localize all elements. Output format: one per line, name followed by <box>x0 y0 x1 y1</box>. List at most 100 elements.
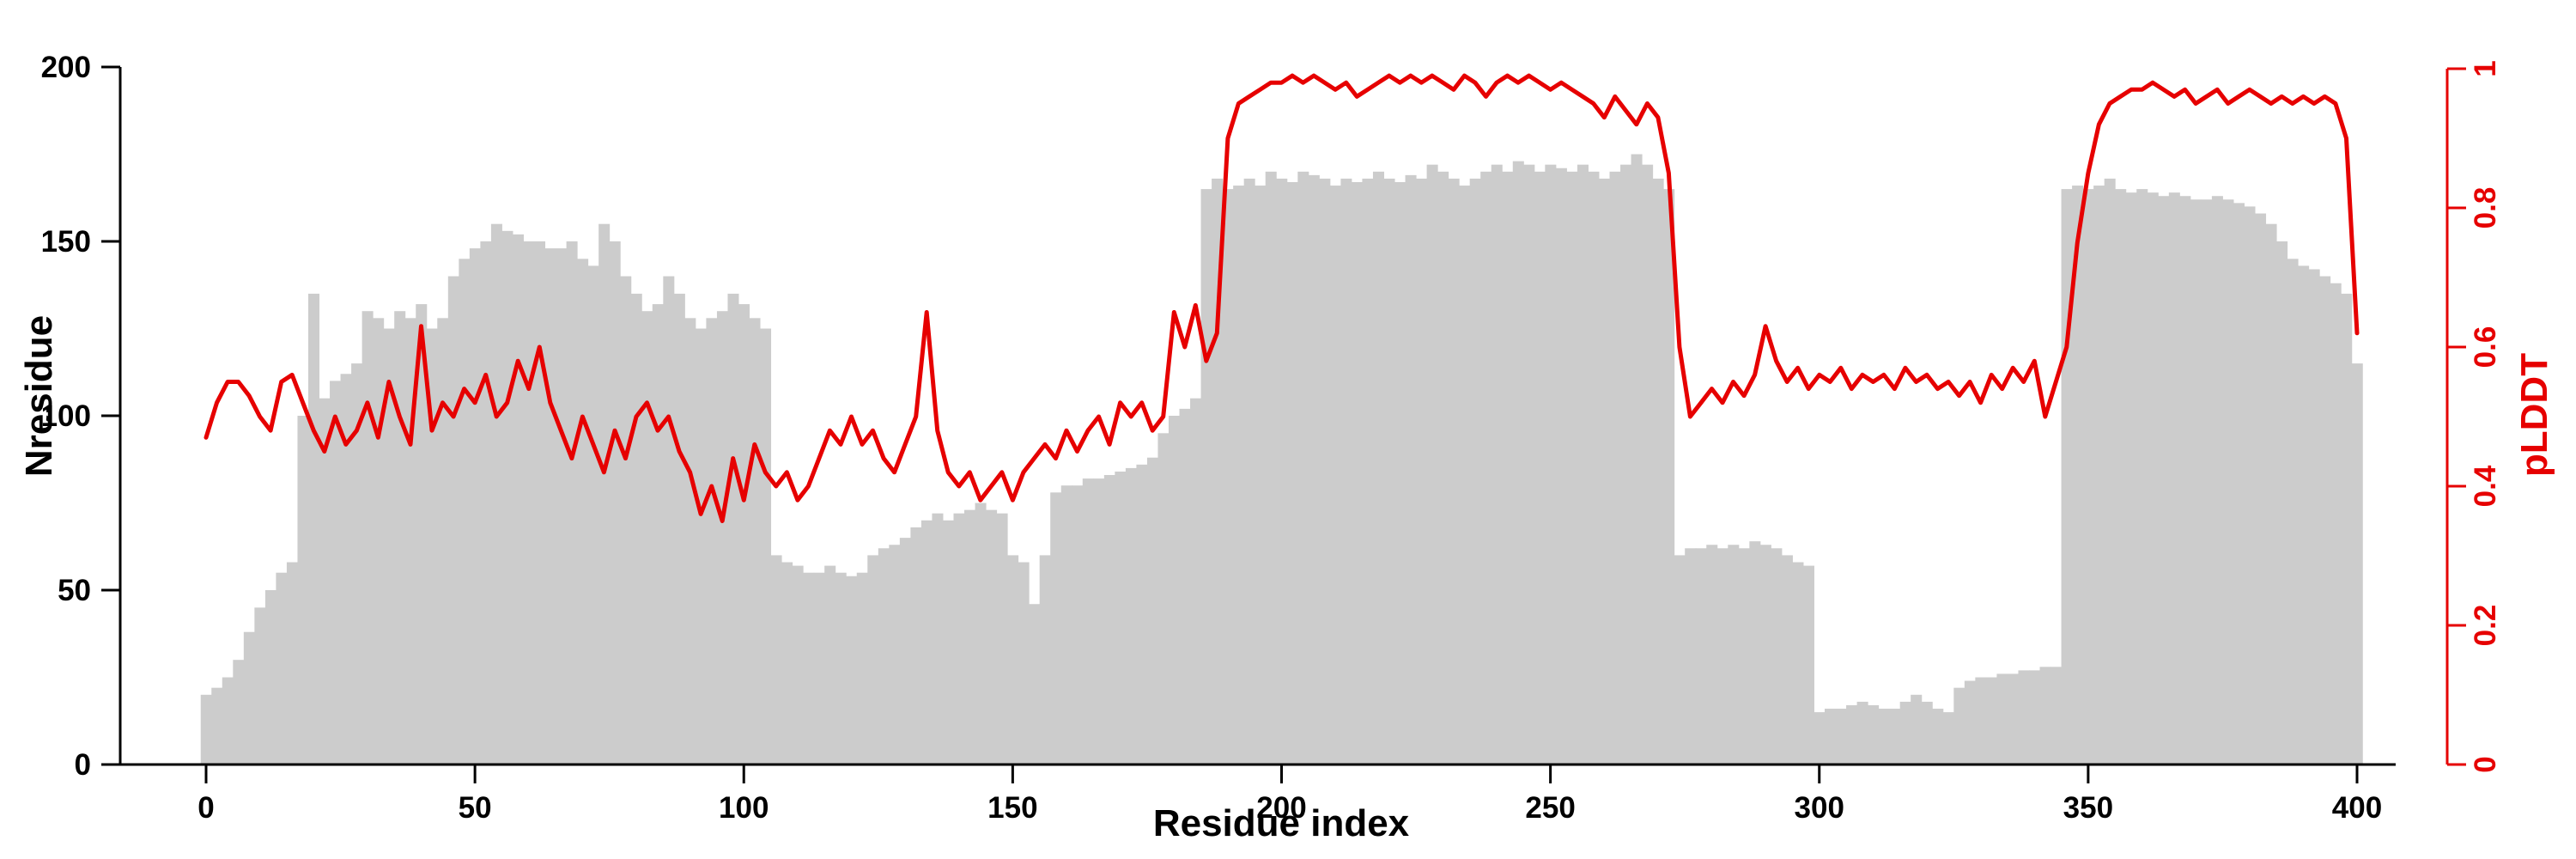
bar <box>1545 164 1557 765</box>
bar <box>1620 164 1632 765</box>
bar <box>534 241 546 765</box>
bar <box>1759 545 1771 765</box>
bar <box>1942 712 1954 765</box>
bar <box>2072 186 2084 765</box>
bar <box>1362 178 1374 765</box>
bar <box>469 248 481 765</box>
bar <box>867 555 879 765</box>
bar <box>2201 199 2213 765</box>
bar <box>490 223 502 765</box>
bar <box>1975 677 1987 765</box>
bar <box>2330 283 2342 765</box>
bar <box>1007 555 1019 765</box>
bar <box>1039 555 1051 765</box>
bar <box>416 304 428 765</box>
bar <box>447 276 459 765</box>
bar <box>878 548 890 765</box>
left-tick-label: 100 <box>41 399 91 433</box>
bar <box>2190 199 2202 765</box>
bar <box>1846 704 1858 765</box>
bar <box>307 293 320 765</box>
bar <box>2050 667 2063 765</box>
bar <box>1792 562 1804 765</box>
bar <box>1512 161 1524 765</box>
bar <box>1351 181 1363 765</box>
bar <box>1932 709 1944 765</box>
bar <box>2319 276 2331 765</box>
bar <box>1168 416 1181 765</box>
bar <box>1480 171 1492 765</box>
bar <box>1502 171 1514 765</box>
bar <box>233 660 245 765</box>
bar <box>1985 677 1997 765</box>
bar <box>1749 541 1761 765</box>
bar <box>2018 670 2030 765</box>
nresidue-bar-series <box>200 154 2363 765</box>
bar <box>1588 171 1600 765</box>
bar <box>2287 259 2299 765</box>
bar <box>1372 171 1384 765</box>
bar <box>1566 171 1578 765</box>
x-axis-title: Residue index <box>1152 802 1410 844</box>
bar <box>243 631 255 765</box>
bar <box>1534 171 1546 765</box>
bar <box>846 576 858 765</box>
bar <box>2136 189 2148 765</box>
x-tick-label: 400 <box>2332 791 2382 825</box>
bar <box>641 311 653 765</box>
bar <box>1103 475 1115 765</box>
bar <box>297 416 309 765</box>
bar <box>2039 667 2051 765</box>
right-tick-label: 0.6 <box>2469 326 2502 369</box>
bar <box>426 328 438 765</box>
bar <box>920 520 933 765</box>
bar <box>544 248 556 765</box>
bar <box>1716 548 1728 765</box>
bar <box>727 293 739 765</box>
bar <box>1437 171 1449 765</box>
bar <box>1029 604 1041 765</box>
bar <box>1953 687 1965 765</box>
x-tick-label: 0 <box>197 791 214 825</box>
bar <box>932 513 944 765</box>
bar <box>1663 189 1675 765</box>
bar <box>996 513 1008 765</box>
bar <box>1018 562 1030 765</box>
bar <box>1146 457 1158 765</box>
bar <box>437 318 449 765</box>
bar <box>1093 478 1105 765</box>
bar <box>1523 164 1535 765</box>
bar <box>211 687 223 765</box>
bar <box>835 572 847 765</box>
left-tick-label: 200 <box>41 51 91 84</box>
bar <box>1781 555 1793 765</box>
bar <box>1835 709 1847 765</box>
bar <box>480 241 492 765</box>
bar <box>1212 178 1224 765</box>
x-tick-label: 200 <box>1256 791 1306 825</box>
bar <box>2244 206 2256 765</box>
bar <box>1125 467 1137 765</box>
bar <box>1050 492 1062 765</box>
bar <box>2255 213 2267 765</box>
bar <box>910 527 922 765</box>
bar <box>652 304 664 765</box>
bar <box>803 572 815 765</box>
bar <box>1308 174 1320 765</box>
bar <box>222 677 234 765</box>
right-tick-label: 0.2 <box>2469 605 2502 647</box>
bar <box>2351 363 2363 765</box>
bar <box>1233 186 1245 765</box>
bar <box>587 265 599 765</box>
bar <box>351 363 363 765</box>
bar <box>1738 548 1750 765</box>
bar <box>200 694 212 765</box>
bar <box>1243 178 1255 765</box>
bar <box>1276 178 1288 765</box>
bar <box>792 565 804 765</box>
bar <box>1394 181 1406 765</box>
bar <box>1878 709 1890 765</box>
right-tick-label: 0.8 <box>2469 187 2502 229</box>
bar <box>556 248 568 765</box>
